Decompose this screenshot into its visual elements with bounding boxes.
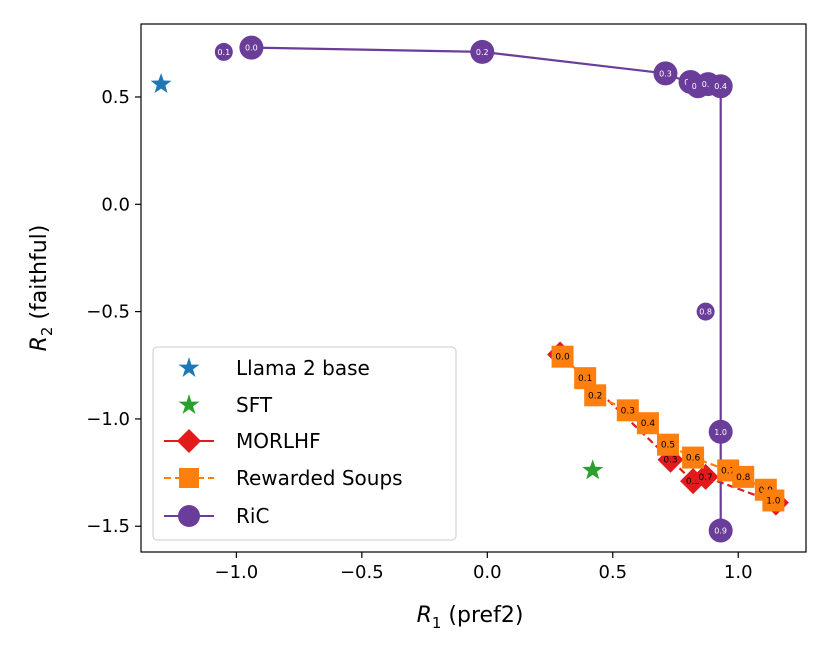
legend-label: MORLHF bbox=[236, 429, 321, 453]
circle-point bbox=[696, 302, 715, 321]
star-point bbox=[582, 459, 604, 480]
legend-label: Llama 2 base bbox=[236, 356, 370, 380]
point-label: 0.6 bbox=[702, 80, 715, 89]
legend-frame bbox=[152, 346, 457, 541]
series-line-morlhf bbox=[559, 353, 777, 504]
x-axis-label-rest: (pref2) bbox=[441, 603, 523, 628]
y-tick-label: 0.0 bbox=[101, 194, 130, 215]
legend-label: Rewarded Soups bbox=[236, 466, 403, 490]
y-tick-label: −0.5 bbox=[86, 302, 130, 323]
point-label: 0.5 bbox=[686, 477, 700, 487]
point-label: 0.0 bbox=[555, 353, 570, 363]
legend-entry-sft: SFT bbox=[178, 393, 273, 417]
y-axis-label-subscript: 2 bbox=[38, 327, 56, 337]
x-axis-label: R1 (pref2) bbox=[417, 603, 524, 632]
point-label: 0.6 bbox=[686, 454, 701, 464]
data-points: 0.00.30.50.71.00.00.10.20.30.40.50.60.70… bbox=[150, 35, 789, 543]
point-label: 0.3 bbox=[621, 406, 635, 416]
point-label: 0.1 bbox=[578, 374, 592, 384]
point-label: 0.3 bbox=[663, 456, 677, 466]
x-tick-label: 0.5 bbox=[598, 562, 627, 583]
square-point bbox=[636, 412, 659, 435]
x-tick-label: 0.0 bbox=[473, 562, 502, 583]
circle-point bbox=[470, 39, 495, 64]
legend-entry-ric: RiC bbox=[164, 504, 269, 528]
square-point bbox=[551, 345, 574, 368]
x-tick-label: −1.0 bbox=[214, 562, 258, 583]
x-axis-label-main: R bbox=[417, 603, 432, 628]
point-label: 0.2 bbox=[588, 391, 602, 401]
legend-entry-rewarded-soups: Rewarded Soups bbox=[164, 466, 403, 490]
point-label: 0.1 bbox=[217, 48, 230, 57]
point-label: 0.3 bbox=[659, 69, 672, 78]
circle-point bbox=[214, 42, 233, 61]
legend-star-icon bbox=[178, 357, 200, 377]
y-tick-label: −1.5 bbox=[86, 516, 130, 537]
point-label: 1.0 bbox=[766, 496, 781, 506]
point-label: 0.8 bbox=[699, 308, 712, 317]
y-tick-label: 0.5 bbox=[101, 87, 130, 108]
square-point bbox=[732, 465, 755, 488]
legend-entry-llama-2-base: Llama 2 base bbox=[178, 356, 370, 380]
legend-label: RiC bbox=[236, 504, 269, 528]
legend: Llama 2 base SFT MORLHF Rewarded Soups R… bbox=[152, 346, 457, 541]
axis-ticks: −1.0 −0.5 0.0 0.5 1.0 0.5 0.0 −0.5 −1.0 −1.5 bbox=[86, 87, 752, 583]
legend-circle-icon bbox=[178, 505, 200, 527]
point-label: 0.9 bbox=[714, 527, 727, 536]
square-point bbox=[574, 367, 597, 390]
star-point bbox=[150, 73, 172, 93]
point-label: 0.8 bbox=[736, 473, 751, 483]
point-label: 0.5 bbox=[661, 441, 675, 451]
diamond-point bbox=[692, 463, 719, 490]
square-point bbox=[616, 399, 639, 422]
y-axis-label: R2 (faithful) bbox=[27, 225, 56, 352]
point-label: 0.7 bbox=[721, 466, 735, 476]
legend-entry-morlhf: MORLHF bbox=[164, 429, 321, 453]
square-point bbox=[762, 489, 785, 512]
square-point bbox=[584, 384, 607, 407]
circle-point bbox=[708, 74, 733, 99]
point-label: 0.4 bbox=[641, 419, 656, 429]
x-axis-label-subscript: 1 bbox=[432, 614, 442, 632]
x-tick-label: 1.0 bbox=[724, 562, 753, 583]
legend-square-icon bbox=[179, 468, 199, 488]
legend-star-icon bbox=[178, 394, 200, 414]
circle-point bbox=[239, 35, 264, 60]
circle-point bbox=[708, 419, 733, 444]
point-label: 0.2 bbox=[476, 48, 489, 57]
x-tick-label: −0.5 bbox=[340, 562, 384, 583]
point-label: 1.0 bbox=[714, 428, 727, 437]
point-label: 0.7 bbox=[698, 473, 712, 483]
point-label: 0.0 bbox=[245, 44, 258, 53]
y-axis-label-rest: (faithful) bbox=[27, 225, 52, 327]
plot-area-frame bbox=[140, 23, 807, 553]
y-axis-label-main: R bbox=[27, 336, 52, 351]
circle-point bbox=[708, 518, 733, 543]
square-point bbox=[656, 433, 679, 456]
legend-label: SFT bbox=[236, 393, 273, 417]
circle-point bbox=[653, 61, 678, 86]
legend-diamond-icon bbox=[177, 429, 201, 453]
point-label: 0.4 bbox=[714, 82, 727, 91]
y-tick-label: −1.0 bbox=[86, 409, 130, 430]
square-point bbox=[682, 446, 705, 469]
